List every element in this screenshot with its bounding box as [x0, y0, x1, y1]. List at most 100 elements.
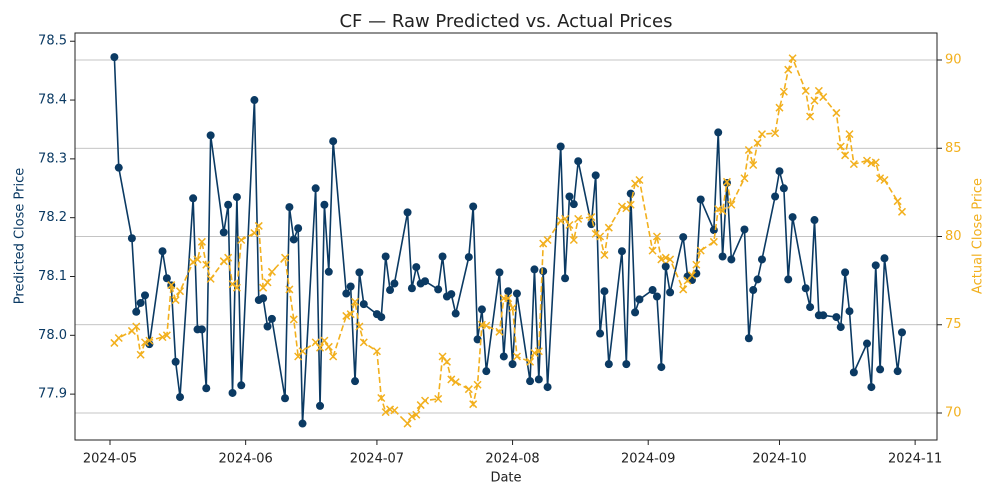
point-marker — [657, 255, 666, 264]
point-marker — [381, 252, 390, 261]
point-marker — [779, 184, 788, 193]
y2-tick-label: 80 — [945, 229, 962, 244]
point-marker — [696, 195, 705, 204]
point-marker — [526, 357, 535, 366]
point-marker — [175, 287, 185, 296]
point-marker — [359, 338, 368, 347]
point-marker — [381, 408, 390, 417]
y-tick-label: 78.4 — [38, 93, 67, 108]
point-marker — [893, 197, 902, 206]
y-tick-label: 77.9 — [38, 387, 67, 402]
point-marker — [280, 253, 290, 262]
point-marker — [508, 360, 517, 369]
point-marker — [600, 287, 609, 296]
point-marker — [744, 334, 753, 343]
point-marker — [281, 394, 290, 403]
point-marker — [377, 393, 386, 403]
point-marker — [692, 260, 701, 269]
point-marker — [867, 383, 876, 392]
point-marker — [565, 220, 574, 230]
point-marker — [250, 96, 259, 105]
point-marker — [714, 128, 723, 137]
y2-tick-label: 75 — [945, 317, 962, 332]
point-marker — [311, 184, 320, 193]
point-marker — [263, 322, 272, 331]
point-marker — [202, 260, 211, 269]
y2-tick-label: 70 — [945, 405, 962, 420]
point-marker — [359, 300, 368, 309]
point-marker — [534, 375, 543, 384]
point-marker — [355, 322, 364, 331]
point-marker — [189, 258, 198, 267]
point-marker — [390, 279, 399, 288]
point-marker — [617, 202, 626, 211]
point-marker — [254, 221, 263, 230]
point-marker — [871, 261, 880, 270]
point-marker — [136, 350, 145, 359]
point-marker — [512, 352, 521, 361]
point-marker — [561, 214, 570, 223]
point-marker — [810, 216, 819, 225]
point-marker — [604, 360, 613, 369]
point-marker — [320, 200, 329, 209]
point-marker — [617, 247, 626, 256]
y-tick-label: 78.1 — [38, 269, 67, 284]
point-marker — [801, 284, 810, 293]
point-marker — [775, 167, 784, 176]
point-marker — [285, 285, 294, 294]
point-marker — [259, 294, 268, 303]
point-marker — [749, 160, 758, 170]
point-marker — [473, 380, 482, 389]
point-marker — [801, 86, 810, 95]
point-marker — [652, 232, 661, 241]
point-marker — [696, 246, 705, 255]
point-marker — [648, 286, 657, 295]
point-marker — [206, 274, 215, 283]
point-marker — [845, 307, 854, 316]
point-marker — [298, 419, 307, 428]
point-marker — [346, 310, 355, 319]
point-marker — [626, 200, 635, 209]
point-marker — [740, 174, 749, 183]
point-marker — [482, 321, 491, 330]
point-marker — [162, 274, 171, 283]
point-marker — [849, 160, 858, 169]
point-marker — [141, 291, 150, 300]
x-tick-label: 2024-11 — [888, 452, 942, 467]
chart-title: CF — Raw Predicted vs. Actual Prices — [339, 11, 672, 32]
point-marker — [880, 254, 889, 263]
point-marker — [114, 163, 123, 172]
point-marker — [250, 228, 259, 238]
point-marker — [775, 103, 784, 112]
point-marker — [771, 192, 780, 201]
point-marker — [784, 65, 793, 74]
point-marker — [167, 281, 176, 290]
point-marker — [744, 145, 753, 155]
point-marker — [574, 157, 583, 166]
point-marker — [569, 200, 578, 209]
point-marker — [591, 171, 600, 180]
point-marker — [806, 303, 815, 312]
point-marker — [727, 255, 736, 264]
point-marker — [530, 265, 539, 274]
point-marker — [679, 233, 688, 242]
point-marker — [329, 137, 338, 146]
x-axis-label: Date — [490, 471, 521, 486]
point-marker — [757, 130, 767, 139]
point-marker — [451, 378, 460, 387]
point-marker — [569, 235, 578, 245]
point-marker — [434, 285, 443, 294]
point-marker — [464, 385, 473, 394]
point-marker — [197, 237, 206, 246]
point-marker — [819, 311, 828, 320]
point-marker — [158, 247, 167, 256]
point-marker — [862, 339, 871, 348]
point-marker — [897, 207, 907, 216]
point-marker — [709, 237, 718, 246]
point-marker — [197, 325, 206, 334]
point-marker — [193, 255, 202, 264]
point-marker — [477, 305, 486, 314]
point-marker — [596, 329, 605, 338]
point-marker — [412, 263, 421, 272]
